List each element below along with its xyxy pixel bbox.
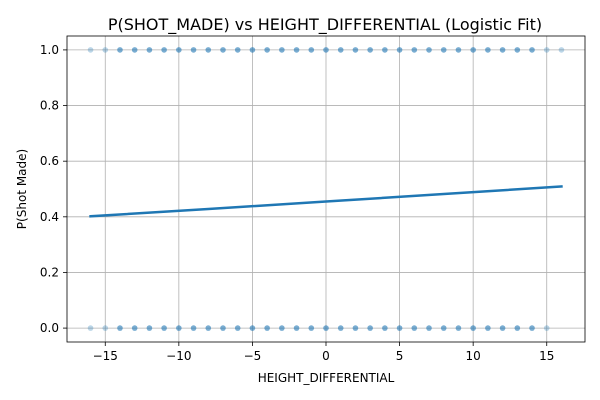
scatter-point <box>87 325 94 331</box>
scatter-point <box>558 47 565 53</box>
scatter-point <box>337 47 344 53</box>
chart-title: P(SHOT_MADE) vs HEIGHT_DIFFERENTIAL (Log… <box>108 15 542 35</box>
scatter-point <box>485 325 491 331</box>
scatter-point <box>190 47 197 53</box>
logistic-fit-line <box>89 185 563 218</box>
scatter-point <box>279 325 285 331</box>
scatter-point <box>455 47 462 53</box>
scatter-point <box>220 325 226 331</box>
scatter-point <box>161 47 167 53</box>
scatter-point <box>234 325 241 331</box>
scatter-point <box>352 47 359 53</box>
scatter-point <box>470 325 476 331</box>
y-tick-label: 0.2 <box>40 265 59 279</box>
x-tick-label: 5 <box>396 349 404 363</box>
scatter-point <box>131 47 138 53</box>
scatter-point <box>499 325 506 331</box>
y-tick-label: 1.0 <box>40 43 59 57</box>
y-tick-label: 0.4 <box>40 210 59 224</box>
scatter-point <box>529 325 535 331</box>
scatter-point <box>440 325 447 331</box>
scatter-point <box>382 325 388 331</box>
scatter-point <box>543 47 550 53</box>
x-tick-label: −15 <box>93 349 118 363</box>
scatter-point <box>367 47 373 53</box>
scatter-point <box>396 47 403 53</box>
x-tick-label: −10 <box>166 349 191 363</box>
scatter-point <box>249 47 256 53</box>
x-tick-label: 10 <box>466 349 481 363</box>
scatter-point <box>131 325 138 331</box>
scatter-point <box>485 47 491 53</box>
scatter-point <box>205 47 212 53</box>
scatter-point <box>146 47 153 53</box>
scatter-point <box>249 325 256 331</box>
scatter-point <box>396 325 403 331</box>
scatter-point <box>499 47 506 53</box>
x-axis: −15 −10 −5 0 5 10 15 <box>93 342 554 363</box>
x-tick-label: −5 <box>244 349 262 363</box>
scatter-point <box>352 325 359 331</box>
scatter-point <box>176 325 182 331</box>
scatter-point <box>382 47 388 53</box>
scatter-point <box>308 325 315 331</box>
scatter-point <box>543 325 550 331</box>
x-axis-label: HEIGHT_DIFFERENTIAL <box>258 371 395 385</box>
scatter-point <box>161 325 167 331</box>
scatter-point <box>102 47 109 53</box>
fit-line-layer <box>89 185 563 218</box>
scatter-point <box>514 325 521 331</box>
scatter-point <box>455 325 462 331</box>
scatter-point <box>293 325 300 331</box>
scatter-point <box>264 325 270 331</box>
x-tick-label: 15 <box>539 349 554 363</box>
scatter-point <box>411 47 418 53</box>
scatter-point <box>367 325 373 331</box>
scatter-point <box>234 47 241 53</box>
y-axis: 0.0 0.2 0.4 0.6 0.8 1.0 <box>40 43 67 335</box>
scatter-point <box>190 325 197 331</box>
scatter-point <box>426 325 432 331</box>
scatter-point <box>279 47 285 53</box>
scatter-point <box>102 325 109 331</box>
scatter-point <box>220 47 226 53</box>
scatter-point <box>264 47 270 53</box>
scatter-point <box>337 325 344 331</box>
y-tick-label: 0.8 <box>40 99 59 113</box>
scatter-point <box>426 47 432 53</box>
y-tick-label: 0.0 <box>40 321 59 335</box>
scatter-point <box>514 47 521 53</box>
scatter-point <box>293 47 300 53</box>
scatter-point <box>146 325 153 331</box>
scatter-point <box>205 325 212 331</box>
scatter-point <box>529 47 535 53</box>
scatter-point <box>411 325 418 331</box>
scatter-point <box>440 47 447 53</box>
scatter-point <box>117 47 123 53</box>
scatter-point <box>323 325 329 331</box>
scatter-point <box>117 325 123 331</box>
scatter-point <box>470 47 476 53</box>
y-tick-label: 0.6 <box>40 154 59 168</box>
scatter-point <box>323 47 329 53</box>
y-axis-label: P(Shot Made) <box>15 149 29 229</box>
x-tick-label: 0 <box>322 349 330 363</box>
scatter-point <box>87 47 94 53</box>
scatter-point <box>308 47 315 53</box>
scatter-point <box>176 47 182 53</box>
scatter-points-layer <box>87 47 565 331</box>
